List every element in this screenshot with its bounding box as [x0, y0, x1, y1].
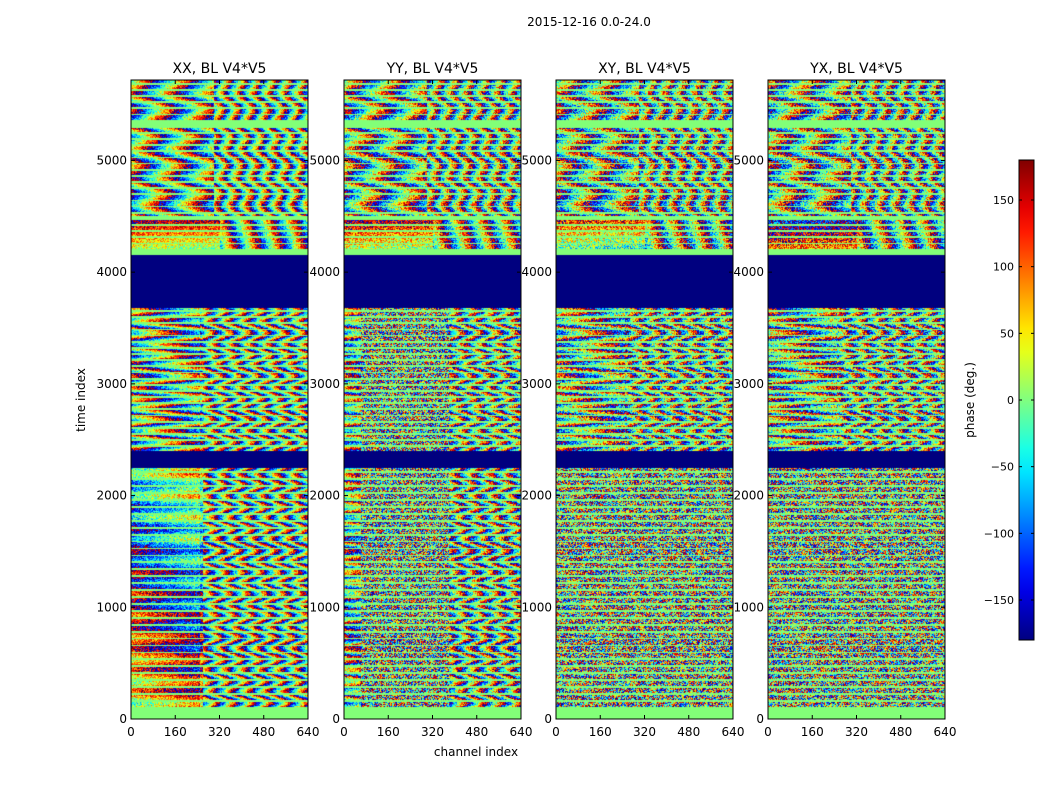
- x-tick-label: 160: [589, 725, 612, 739]
- x-tick-label: 0: [552, 725, 560, 739]
- y-tick-label: 3000: [96, 377, 127, 391]
- x-tick-label: 640: [934, 725, 957, 739]
- x-tick-label: 0: [340, 725, 348, 739]
- y-tick-label: 2000: [309, 489, 340, 503]
- x-tick-label: 320: [845, 725, 868, 739]
- x-tick-label: 480: [252, 725, 275, 739]
- x-tick-label: 480: [889, 725, 912, 739]
- colorbar-tick-label: 50: [1000, 327, 1014, 340]
- x-tick-label: 0: [764, 725, 772, 739]
- x-tick-label: 640: [722, 725, 745, 739]
- x-tick-label: 0: [127, 725, 135, 739]
- y-tick-label: 5000: [521, 153, 552, 167]
- y-tick-label: 0: [119, 712, 127, 726]
- colorbar-tick-label: 100: [993, 261, 1014, 274]
- y-tick-label: 3000: [521, 377, 552, 391]
- y-tick-label: 4000: [309, 265, 340, 279]
- panel-title: XY, BL V4*V5: [598, 61, 691, 77]
- x-axis-label: channel index: [434, 745, 518, 759]
- y-tick-label: 1000: [309, 600, 340, 614]
- panel-title: XX, BL V4*V5: [173, 61, 267, 77]
- x-tick-label: 480: [677, 725, 700, 739]
- y-tick-label: 5000: [96, 153, 127, 167]
- panel-yx: YX, BL V4*V5 0 160 320 480 640 0 1000 2000 3000 40…: [733, 61, 956, 739]
- colorbar-tick-label: −100: [984, 527, 1014, 540]
- y-tick-label: 3000: [309, 377, 340, 391]
- x-tick-label: 320: [633, 725, 656, 739]
- heatmap-image: [344, 80, 521, 719]
- y-tick-label: 1000: [521, 600, 552, 614]
- panel-xy: XY, BL V4*V5 0 160 320 480 640 0 1000 2000 3000 40…: [521, 61, 744, 739]
- x-tick-label: 160: [801, 725, 824, 739]
- heatmap-image: [768, 80, 945, 719]
- colorbar-label: phase (deg.): [963, 362, 977, 438]
- panel-yy: YY, BL V4*V5 0 160 320 480 640 0 1000 2000 3000 40…: [309, 61, 532, 739]
- panels: XX, BL V4*V5 0 160 320 480 640 0 1000 2000 3000 40…: [96, 61, 956, 739]
- y-tick-label: 5000: [733, 153, 764, 167]
- x-tick-label: 160: [164, 725, 187, 739]
- panel-title: YY, BL V4*V5: [386, 61, 479, 77]
- colorbar: −150 −100 −50 0 50 100 150 phase (deg.): [963, 159, 1035, 641]
- x-tick-label: 160: [377, 725, 400, 739]
- y-tick-label: 3000: [733, 377, 764, 391]
- y-tick-label: 5000: [309, 153, 340, 167]
- y-tick-label: 4000: [96, 265, 127, 279]
- x-tick-label: 320: [208, 725, 231, 739]
- y-tick-label: 0: [756, 712, 764, 726]
- panel-title: YX, BL V4*V5: [809, 61, 903, 77]
- heatmap-image: [556, 80, 733, 719]
- y-tick-label: 1000: [733, 600, 764, 614]
- colorbar-tick-label: 150: [993, 194, 1014, 207]
- y-tick-label: 2000: [96, 489, 127, 503]
- x-tick-label: 640: [297, 725, 320, 739]
- colorbar-tick-label: −150: [984, 594, 1014, 607]
- y-tick-label: 0: [544, 712, 552, 726]
- y-tick-label: 2000: [733, 489, 764, 503]
- y-tick-label: 4000: [733, 265, 764, 279]
- y-tick-label: 1000: [96, 600, 127, 614]
- heatmap-image: [131, 80, 308, 719]
- x-tick-label: 320: [421, 725, 444, 739]
- x-tick-label: 640: [510, 725, 533, 739]
- y-tick-label: 0: [332, 712, 340, 726]
- colorbar-tick-label: 0: [1007, 394, 1014, 407]
- y-tick-label: 4000: [521, 265, 552, 279]
- panel-xx: XX, BL V4*V5 0 160 320 480 640 0 1000 2000 3000 40…: [96, 61, 319, 739]
- x-tick-label: 480: [465, 725, 488, 739]
- figure-suptitle: 2015-12-16 0.0-24.0: [527, 15, 651, 29]
- colorbar-tick-label: −50: [991, 461, 1014, 474]
- y-tick-label: 2000: [521, 489, 552, 503]
- y-axis-label: time index: [74, 368, 88, 432]
